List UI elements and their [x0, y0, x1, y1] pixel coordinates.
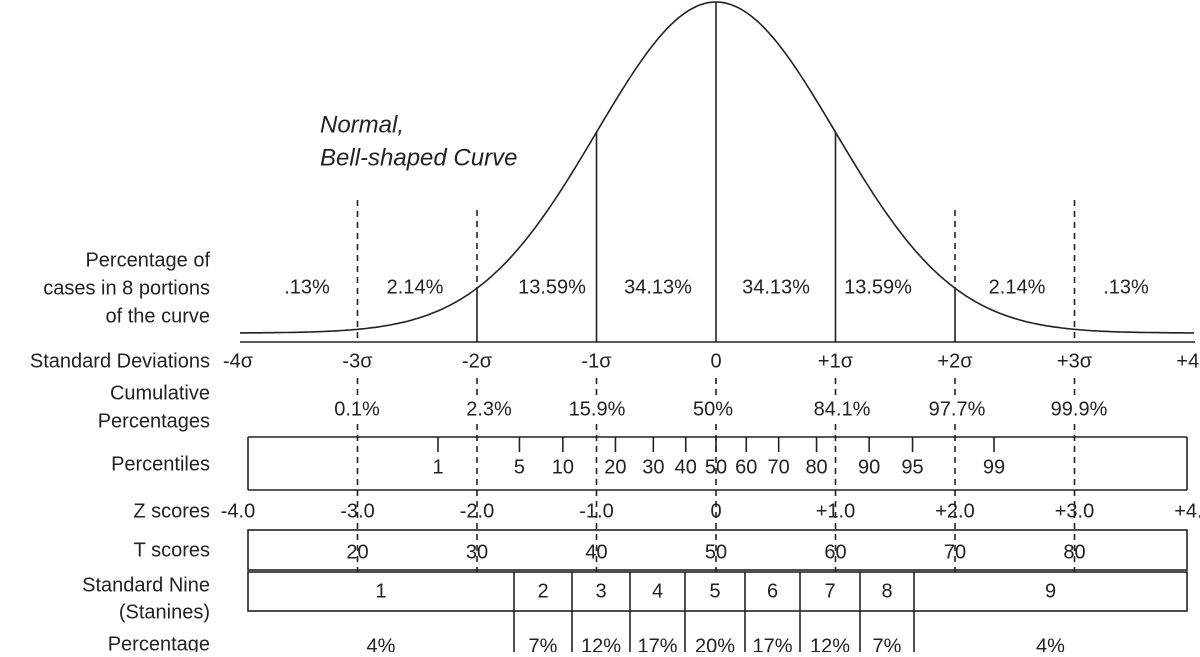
stanine-label: 3 [595, 580, 606, 602]
percentile-label: 95 [901, 456, 923, 478]
t-score-label: 60 [824, 541, 846, 563]
curve-label: Normal, [320, 111, 404, 138]
row-label: Standard Nine [82, 574, 210, 596]
sd-label: -2σ [462, 350, 493, 372]
portion-percent: 2.14% [387, 276, 444, 298]
cumulative-percent: 99.9% [1051, 398, 1108, 420]
percentile-label: 1 [432, 456, 443, 478]
percentile-label: 80 [805, 456, 827, 478]
sd-label: -3σ [342, 350, 373, 372]
row-label: Percentiles [111, 453, 210, 475]
portion-percent: .13% [1103, 276, 1149, 298]
z-score-label: +3.0 [1055, 500, 1094, 522]
portion-percent: 34.13% [624, 276, 692, 298]
stanine-percent: 20% [695, 635, 735, 652]
cumulative-percent: 84.1% [814, 398, 871, 420]
stanine-percent: 7% [873, 635, 902, 652]
portion-percent: 34.13% [742, 276, 810, 298]
stanine-label: 9 [1045, 580, 1056, 602]
stanine-label: 5 [709, 580, 720, 602]
row-label: Cumulative [110, 382, 210, 404]
row-label: Percentage of [85, 249, 210, 271]
t-score-label: 70 [944, 541, 966, 563]
row-label: Percentages [98, 410, 210, 432]
percentile-label: 99 [983, 456, 1005, 478]
sd-label: 0 [710, 350, 721, 372]
t-score-label: 50 [705, 541, 727, 563]
percentile-label: 40 [675, 456, 697, 478]
stanine-label: 1 [375, 580, 386, 602]
percentile-label: 50 [705, 456, 727, 478]
cumulative-percent: 97.7% [929, 398, 986, 420]
t-score-label: 20 [346, 541, 368, 563]
cumulative-percent: 2.3% [466, 398, 512, 420]
sd-label: -1σ [581, 350, 612, 372]
percentile-label: 10 [552, 456, 574, 478]
sd-label: +1σ [818, 350, 854, 372]
curve-label: Bell-shaped Curve [320, 144, 517, 171]
percentile-label: 5 [514, 456, 525, 478]
sd-label: +4σ [1176, 350, 1200, 372]
z-score-label: -3.0 [340, 500, 374, 522]
stanine-percent: 17% [637, 635, 677, 652]
stanine-percent: 12% [581, 635, 621, 652]
stanine-percent: 17% [752, 635, 792, 652]
stanine-percent: 4% [367, 635, 396, 652]
portion-percent: .13% [284, 276, 330, 298]
percentile-label: 30 [642, 456, 664, 478]
portion-percent: 13.59% [518, 276, 586, 298]
stanine-label: 6 [767, 580, 778, 602]
row-label: (Stanines) [119, 601, 210, 623]
t-score-box [247, 529, 1188, 571]
z-score-label: -4.0 [221, 500, 255, 522]
cumulative-percent: 0.1% [334, 398, 380, 420]
row-label: Percentage [108, 633, 210, 652]
row-label: T scores [134, 539, 210, 561]
stanine-percent: 7% [529, 635, 558, 652]
z-score-label: 0 [710, 500, 721, 522]
row-label: cases in 8 portions [43, 277, 210, 299]
stanine-box [247, 571, 1188, 612]
percentile-label: 60 [735, 456, 757, 478]
sd-label: -4σ [223, 350, 254, 372]
row-label: Standard Deviations [30, 350, 210, 372]
row-label: of the curve [105, 305, 210, 327]
stanine-label: 2 [537, 580, 548, 602]
t-score-label: 80 [1063, 541, 1085, 563]
z-score-label: +2.0 [935, 500, 974, 522]
percentile-label: 70 [768, 456, 790, 478]
z-score-label: -1.0 [579, 500, 613, 522]
stanine-percent: 4% [1036, 635, 1065, 652]
cumulative-percent: 15.9% [569, 398, 626, 420]
cumulative-percent: 50% [693, 398, 733, 420]
bell-curve [240, 1, 1194, 334]
percentile-label: 20 [604, 456, 626, 478]
t-score-label: 40 [585, 541, 607, 563]
stanine-label: 4 [652, 580, 663, 602]
sd-label: +2σ [937, 350, 973, 372]
sd-label: +3σ [1057, 350, 1093, 372]
z-score-label: +4.0 [1174, 500, 1200, 522]
portion-percent: 2.14% [989, 276, 1046, 298]
stanine-percent: 12% [810, 635, 850, 652]
portion-percent: 13.59% [844, 276, 912, 298]
percentile-label: 90 [858, 456, 880, 478]
stanine-label: 8 [881, 580, 892, 602]
z-score-label: -2.0 [460, 500, 494, 522]
t-score-label: 30 [466, 541, 488, 563]
row-label: Z scores [133, 500, 210, 522]
z-score-label: +1.0 [816, 500, 855, 522]
stanine-label: 7 [824, 580, 835, 602]
